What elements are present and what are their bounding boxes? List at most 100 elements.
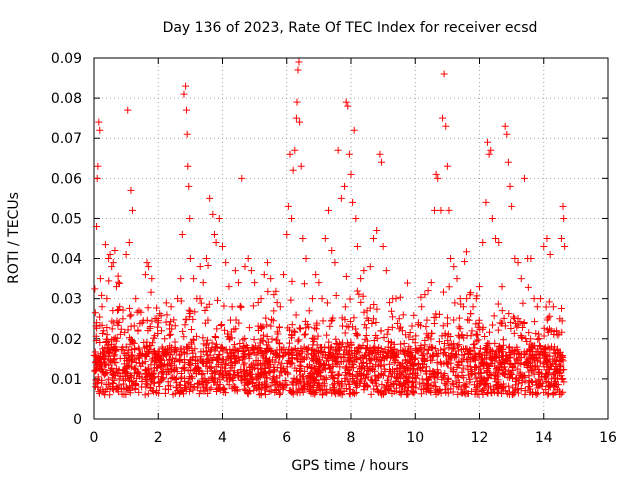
data-point bbox=[302, 345, 310, 353]
data-point bbox=[332, 292, 340, 300]
data-point bbox=[103, 323, 111, 331]
data-point bbox=[99, 348, 107, 356]
data-point bbox=[514, 365, 522, 373]
data-point bbox=[361, 351, 369, 359]
data-point bbox=[293, 355, 301, 363]
data-point bbox=[469, 303, 477, 311]
data-point bbox=[263, 321, 271, 329]
data-point bbox=[494, 376, 502, 384]
data-point bbox=[278, 360, 286, 368]
data-point bbox=[499, 380, 507, 388]
data-point bbox=[549, 391, 557, 399]
data-point bbox=[466, 375, 474, 383]
data-point bbox=[369, 363, 377, 371]
data-point bbox=[435, 338, 443, 346]
data-point bbox=[454, 347, 462, 355]
data-point bbox=[309, 341, 317, 349]
data-point bbox=[380, 390, 388, 398]
data-point bbox=[349, 198, 357, 206]
data-point bbox=[439, 322, 447, 330]
data-point bbox=[269, 317, 277, 325]
data-point bbox=[101, 388, 109, 396]
data-point bbox=[540, 344, 548, 352]
data-point bbox=[295, 379, 303, 387]
data-point bbox=[455, 378, 463, 386]
data-point bbox=[493, 382, 501, 390]
data-point bbox=[101, 361, 109, 369]
data-point bbox=[353, 243, 361, 251]
data-point bbox=[506, 182, 514, 190]
data-point bbox=[430, 320, 438, 328]
data-point bbox=[189, 349, 197, 357]
data-point bbox=[427, 344, 435, 352]
data-point bbox=[557, 372, 565, 380]
data-point bbox=[201, 319, 209, 327]
data-point bbox=[213, 325, 221, 333]
data-point bbox=[352, 380, 360, 388]
data-point bbox=[132, 359, 140, 366]
data-point bbox=[557, 235, 565, 242]
data-point bbox=[255, 381, 263, 389]
data-point bbox=[318, 295, 326, 303]
data-point bbox=[501, 122, 509, 130]
data-point bbox=[134, 327, 142, 335]
data-point bbox=[276, 340, 284, 348]
data-point bbox=[283, 359, 291, 367]
data-point bbox=[293, 375, 301, 383]
data-point bbox=[283, 230, 291, 238]
data-point bbox=[180, 349, 188, 357]
data-point bbox=[175, 381, 183, 389]
data-point bbox=[521, 359, 529, 367]
data-point bbox=[306, 361, 314, 369]
x-tick-label: 16 bbox=[599, 430, 617, 446]
data-point bbox=[288, 378, 296, 386]
data-point bbox=[297, 358, 305, 366]
data-point bbox=[545, 298, 553, 306]
data-point bbox=[234, 372, 242, 380]
data-point bbox=[501, 357, 509, 365]
data-point bbox=[265, 388, 273, 396]
data-point bbox=[337, 194, 345, 202]
data-point bbox=[240, 361, 248, 369]
data-point bbox=[131, 380, 139, 388]
data-point bbox=[146, 345, 154, 353]
data-point bbox=[110, 355, 118, 363]
y-tick-label: 0.09 bbox=[51, 51, 82, 67]
data-point bbox=[206, 194, 214, 202]
data-point bbox=[357, 354, 365, 362]
data-point bbox=[192, 360, 200, 368]
data-point bbox=[270, 368, 278, 376]
data-point bbox=[231, 267, 239, 275]
data-point bbox=[489, 321, 497, 329]
data-point bbox=[94, 162, 102, 170]
data-point bbox=[432, 170, 440, 178]
data-point bbox=[276, 303, 284, 311]
data-point bbox=[450, 380, 458, 388]
data-point bbox=[109, 371, 117, 379]
data-point bbox=[470, 381, 478, 389]
data-point bbox=[440, 345, 448, 353]
data-point bbox=[108, 364, 116, 372]
data-point bbox=[301, 317, 309, 325]
data-point bbox=[411, 369, 419, 377]
data-point bbox=[430, 351, 438, 359]
data-point bbox=[508, 364, 516, 372]
data-point bbox=[96, 356, 104, 364]
data-point bbox=[424, 287, 432, 295]
data-point bbox=[199, 381, 207, 389]
data-point bbox=[326, 322, 334, 330]
data-point bbox=[377, 361, 385, 369]
data-point bbox=[98, 291, 106, 299]
data-point bbox=[427, 279, 435, 287]
data-point bbox=[111, 351, 119, 359]
data-point bbox=[275, 323, 283, 331]
data-point bbox=[518, 373, 526, 381]
data-point bbox=[119, 366, 127, 374]
y-tick-label: 0.03 bbox=[51, 292, 82, 308]
data-point bbox=[257, 295, 265, 303]
data-point bbox=[186, 255, 194, 263]
data-point bbox=[110, 319, 118, 327]
data-point bbox=[275, 391, 283, 399]
data-point bbox=[298, 347, 306, 355]
data-point bbox=[194, 379, 202, 387]
